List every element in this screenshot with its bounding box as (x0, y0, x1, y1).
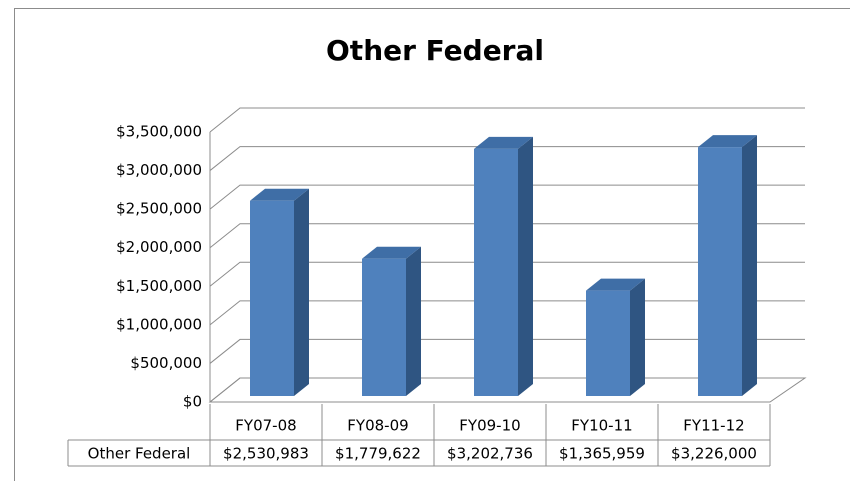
bar (474, 136, 533, 396)
bar-side (518, 136, 533, 396)
bar-front (250, 200, 294, 396)
bar (250, 188, 309, 396)
y-tick-label: $0 (183, 393, 202, 411)
grid-line (209, 223, 805, 249)
x-tick-label: FY09-10 (459, 417, 520, 435)
chart-title: Other Federal (326, 34, 544, 67)
bar-side (630, 278, 645, 396)
bar-side (742, 135, 757, 396)
bar-front (474, 148, 518, 396)
x-tick-label: FY07-08 (235, 417, 296, 435)
bar-front (698, 147, 742, 396)
grid-line (209, 146, 805, 171)
x-tick-label: FY10-11 (571, 417, 632, 435)
bar-top (362, 246, 421, 259)
table-row-header: Other Federal (88, 445, 191, 463)
y-tick-label: $2,500,000 (116, 200, 202, 218)
table-value: $3,202,736 (447, 445, 533, 463)
bar-front (362, 258, 406, 396)
y-tick-label: $1,500,000 (116, 277, 202, 295)
bar-top (474, 136, 533, 149)
bar-side (406, 246, 421, 396)
bar-top (250, 188, 309, 201)
bar-top (698, 135, 757, 148)
table-value: $2,530,983 (223, 445, 309, 463)
table-value: $1,365,959 (559, 445, 645, 463)
y-tick-label: $3,000,000 (116, 161, 202, 179)
x-tick-label: FY08-09 (347, 417, 408, 435)
bar-top (586, 278, 645, 291)
y-tick-label: $500,000 (130, 354, 202, 372)
grid-line (209, 261, 805, 287)
bar (362, 246, 421, 396)
y-tick-label: $2,000,000 (116, 238, 202, 256)
bar (698, 135, 757, 396)
x-tick-label: FY11-12 (683, 417, 744, 435)
table-value: $3,226,000 (671, 445, 757, 463)
bar-side (294, 188, 309, 396)
y-tick-label: $3,500,000 (116, 123, 202, 141)
grid-line (209, 107, 805, 133)
grid-line (209, 184, 805, 210)
y-tick-label: $1,000,000 (116, 315, 202, 333)
bar-front (586, 290, 630, 396)
bar (586, 278, 645, 396)
table-value: $1,779,622 (335, 445, 421, 463)
